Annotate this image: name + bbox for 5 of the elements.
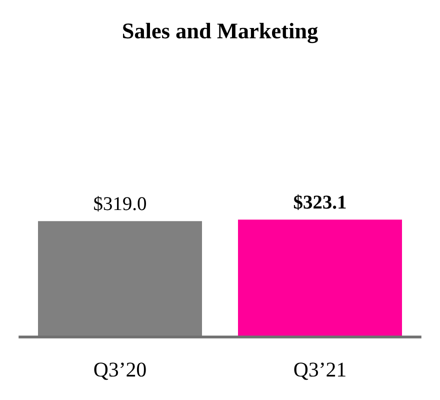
- x-tick-label: Q3’21: [294, 362, 346, 380]
- x-tick-label: Q3’20: [94, 362, 146, 380]
- data-label: $323.1: [294, 194, 346, 210]
- chart-title: Sales and Marketing: [123, 22, 318, 44]
- data-label: $319.0: [94, 196, 146, 212]
